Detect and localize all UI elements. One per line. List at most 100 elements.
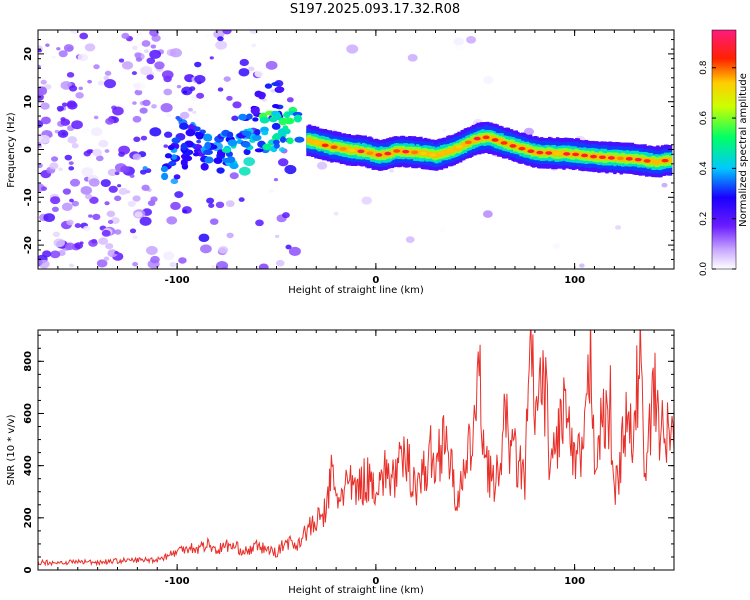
spectrogram-cluster-blob (252, 117, 259, 122)
snr-y-tick-label: 600 (23, 403, 34, 424)
spectrogram-cluster-blob (286, 137, 294, 145)
spectrogram-noise-blob (60, 117, 66, 122)
spectrogram-noise-blob (103, 256, 110, 261)
spectrogram-ridge-peak (455, 144, 463, 149)
spectrogram-noise-blob (100, 179, 111, 187)
spectrogram-noise-blob (150, 44, 157, 49)
spectrogram-noise-blob (166, 216, 178, 225)
spectrogram-noise-blob (182, 90, 188, 94)
spectrogram-cluster-blob (261, 130, 269, 136)
spectrogram-noise-blob (133, 82, 141, 89)
spectrogram-noise-blob (273, 178, 279, 182)
spectrogram-noise-blob (101, 229, 111, 237)
spectrogram-cluster-blob (164, 153, 172, 159)
spectrogram-noise-blob (176, 84, 182, 89)
spectrogram-ridge-peak (590, 154, 598, 159)
spectrogram-noise-blob (243, 157, 256, 167)
spectrogram-noise-blob (43, 213, 56, 223)
spectrogram-noise-blob (96, 259, 108, 268)
spectrogram-noise-blob (614, 225, 622, 230)
spectrogram-noise-blob (38, 87, 48, 96)
spectrogram-ridge-peak (437, 151, 445, 156)
spectrogram-ridge-peak (581, 153, 589, 158)
spectrogram-noise-blob (79, 32, 89, 40)
spectrogram-cluster-blob (203, 149, 213, 156)
spectrogram-noise-blob (255, 219, 264, 227)
spectrogram-noise-blob (58, 167, 63, 171)
spectrogram-noise-blob (284, 164, 297, 175)
spectrogram-noise-blob (135, 57, 143, 62)
spectrogram-noise-blob (81, 167, 94, 177)
spectrogram-noise-blob (194, 61, 202, 68)
spectrogram-noise-blob (187, 107, 193, 112)
spectrogram-noise-blob (169, 48, 182, 58)
spectrogram-cluster-blob (171, 137, 181, 144)
spectrogram-cluster-blob (180, 142, 188, 151)
spectrogram-noise-blob (134, 52, 142, 58)
spectrogram-cluster-blob (238, 113, 248, 121)
spectrogram-noise-blob (174, 191, 184, 199)
spectrogram-ridge-peak (384, 151, 392, 156)
spectrogram-ridge-peak (339, 147, 347, 151)
colorbar-label: Normalized spectral amplitude (738, 73, 749, 227)
spectrogram-ridge-peak (321, 143, 329, 148)
spectrogram-ridge-peak (625, 157, 633, 161)
colorbar-tick-label: 0.4 (699, 161, 709, 176)
spectrogram-ridge-peak (545, 151, 553, 155)
spectrogram-noise-blob (57, 129, 69, 138)
spectrogram-noise-blob (238, 68, 250, 77)
spectrogram-noise-blob (38, 49, 42, 53)
spectrogram-cluster-blob (254, 148, 264, 153)
spectrogram-noise-blob (66, 71, 75, 78)
spectrogram-noise-blob (80, 119, 92, 128)
spectrogram-noise-blob (97, 80, 105, 86)
spectrogram-noise-blob (141, 40, 151, 47)
spectrogram-noise-blob (270, 89, 276, 93)
spectrogram-noise-blob (206, 197, 215, 204)
spectrogram-noise-blob (200, 244, 212, 254)
spectrogram-noise-blob (407, 54, 418, 62)
spectrogram-ridge-peak (366, 151, 374, 156)
spectrogram-noise-blob (145, 245, 158, 255)
spectrogram-noise-blob (238, 197, 245, 202)
spectrogram-noise-blob (192, 110, 197, 114)
spectrogram-cluster-blob (269, 116, 278, 123)
colorbar-tick-label: 0.8 (699, 60, 709, 75)
spectrogram-noise-blob (178, 257, 187, 264)
spectrogram-ridge-peak (527, 149, 535, 154)
spectrogram-noise-blob (215, 201, 225, 209)
spectrogram-noise-blob (482, 210, 493, 218)
spectrogram-noise-blob (69, 198, 74, 203)
spectrogram-noise-blob (149, 30, 159, 37)
spectrogram-noise-blob (104, 201, 110, 206)
spectrogram-noise-blob (231, 115, 239, 122)
spectrogram-cluster-blob (226, 131, 234, 139)
spectrogram-ridge-peak (643, 159, 651, 163)
spectrogram-noise-blob (112, 106, 124, 116)
spectrogram-noise-blob (140, 135, 148, 141)
spectrogram-noise-blob (81, 126, 90, 134)
spectrogram-noise-blob (68, 161, 74, 166)
spectrogram-noise-blob (71, 200, 79, 207)
spectrogram-cluster-blob (182, 155, 193, 162)
spectrogram-noise-blob (107, 249, 118, 258)
spectrogram-ridge-peak (375, 153, 383, 157)
spectrogram-noise-blob (275, 234, 280, 239)
spectrogram-noise-blob (132, 195, 141, 202)
snr-frame (37, 329, 675, 571)
spectrogram-noise-blob (93, 64, 100, 70)
spectrogram-noise-blob (142, 166, 148, 171)
spectrogram-noise-blob (196, 92, 205, 99)
spectrogram-noise-blob (182, 209, 188, 214)
spectrogram-noise-blob (74, 223, 82, 229)
spectrogram-noise-blob (209, 218, 219, 225)
spectrogram-noise-blob (107, 168, 118, 177)
spectrogram-noise-blob (132, 45, 138, 50)
spectrogram-noise-blob (405, 236, 415, 243)
colorbar: 0.0 0.2 0.4 0.6 0.8 Normalized spectral ampl… (699, 29, 749, 276)
spectrogram-noise-blob (151, 104, 157, 109)
spectrogram-noise-blob (141, 184, 150, 191)
spectrogram-cluster-blob (241, 130, 252, 136)
spectrogram-noise-blob (38, 259, 43, 266)
